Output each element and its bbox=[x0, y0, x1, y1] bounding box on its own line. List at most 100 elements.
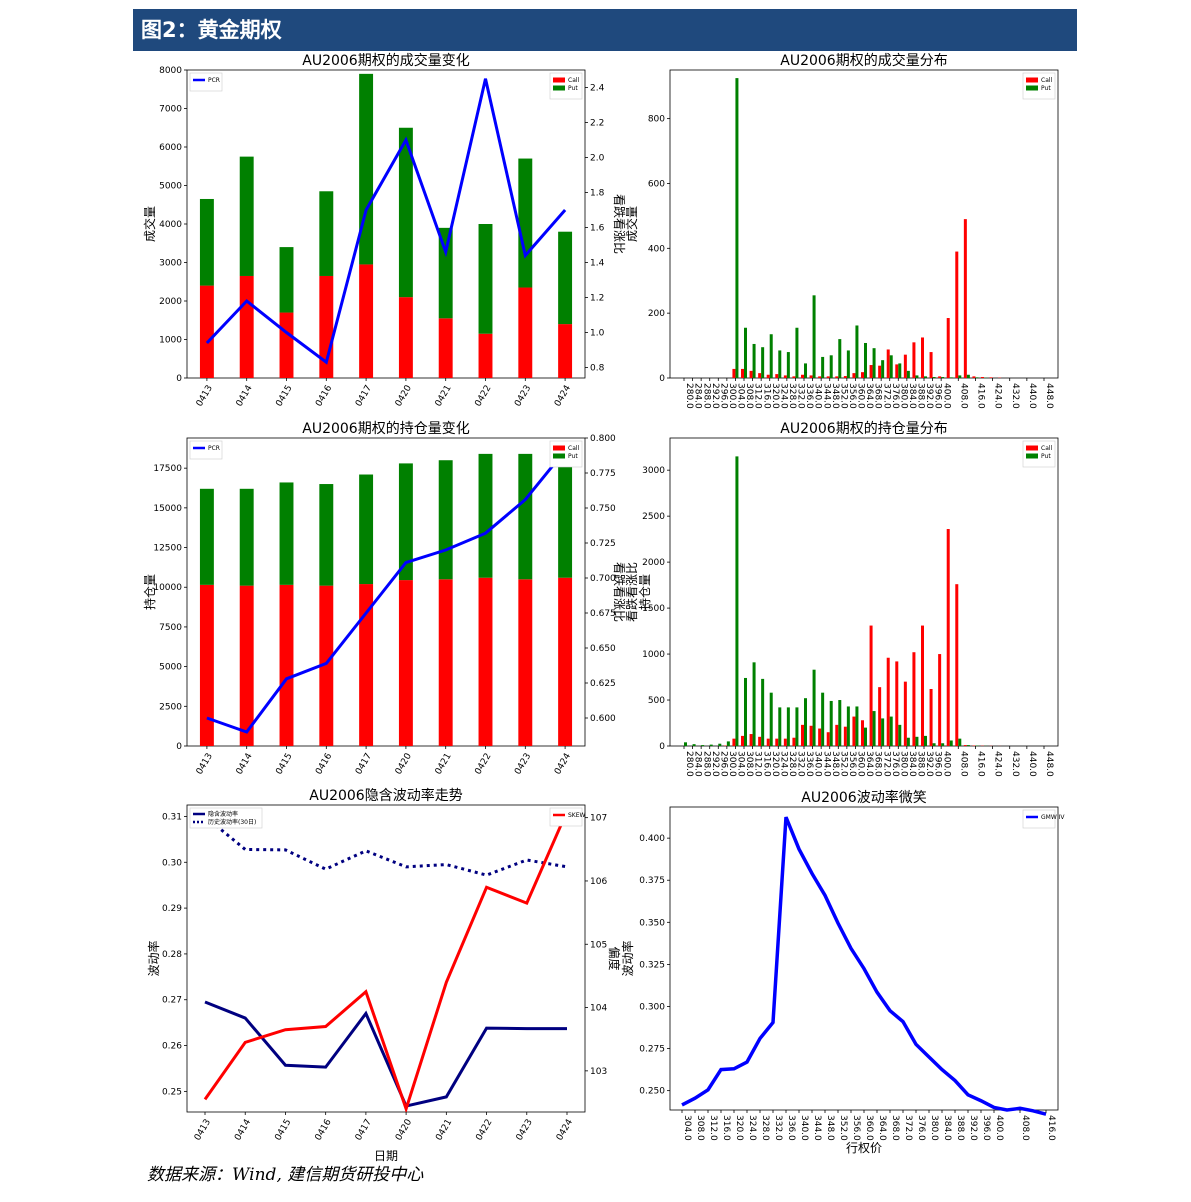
put-bar bbox=[701, 745, 705, 746]
y-tick-label: 4000 bbox=[159, 220, 182, 230]
x-tick-label: 0423 bbox=[513, 752, 533, 777]
chart-title: AU2006波动率微笑 bbox=[801, 789, 926, 806]
x-tick-label: 384.0 bbox=[907, 383, 917, 409]
call-bar bbox=[199, 584, 214, 746]
x-tick-label: 312.0 bbox=[753, 751, 763, 777]
x-tick-label: 0424 bbox=[555, 1117, 575, 1142]
y-tick-label: 200 bbox=[648, 309, 665, 319]
x-tick-label: 372.0 bbox=[881, 751, 891, 777]
call-bar bbox=[903, 354, 907, 378]
x-tick-label: 296.0 bbox=[718, 383, 728, 409]
y2-tick-label: 0.725 bbox=[590, 539, 616, 549]
y2-tick-label: 0.800 bbox=[590, 434, 616, 444]
legend-swatch bbox=[1026, 85, 1038, 91]
put-bar bbox=[735, 78, 739, 379]
y2-tick-label: 2.0 bbox=[590, 154, 605, 164]
put-bar bbox=[924, 735, 927, 746]
call-bar bbox=[929, 688, 933, 746]
x-tick-label: 432.0 bbox=[1010, 383, 1020, 409]
put-bar bbox=[966, 374, 970, 378]
x-tick-label: 400.0 bbox=[941, 383, 951, 409]
y-tick-label: 2000 bbox=[642, 558, 665, 568]
legend-label: Call bbox=[1041, 445, 1053, 452]
y-tick-label: 6000 bbox=[159, 143, 182, 153]
call-bar bbox=[749, 370, 753, 378]
call-bar bbox=[741, 735, 744, 746]
call-bar bbox=[989, 377, 993, 378]
x-tick-label: 368.0 bbox=[873, 383, 883, 409]
x-tick-label: 340.0 bbox=[813, 383, 823, 409]
x-tick-label: 364.0 bbox=[877, 1115, 887, 1141]
call-bar bbox=[792, 376, 796, 378]
put-bar bbox=[829, 355, 833, 378]
call-bar bbox=[239, 275, 254, 378]
call-bar bbox=[801, 724, 804, 746]
x-tick-label: 320.0 bbox=[734, 1115, 744, 1141]
call-bar bbox=[749, 734, 753, 746]
put-bar bbox=[769, 692, 773, 746]
legend-label: Call bbox=[568, 77, 580, 84]
call-bar bbox=[783, 738, 787, 746]
put-bar bbox=[821, 356, 825, 378]
call-bar bbox=[835, 376, 839, 378]
put-bar bbox=[838, 700, 842, 746]
y-tick-label: 0.25 bbox=[162, 1087, 182, 1097]
y2-tick-label: 1.2 bbox=[590, 294, 604, 304]
put-bar bbox=[872, 711, 876, 746]
put-bar bbox=[872, 348, 876, 378]
y2-axis-label: 看跌看涨比 bbox=[612, 562, 627, 622]
put-bar bbox=[838, 339, 842, 378]
y2-tick-label: 1.0 bbox=[590, 329, 605, 339]
x-tick-label: 396.0 bbox=[981, 1115, 991, 1141]
hv-line bbox=[204, 815, 568, 877]
x-tick-label: 292.0 bbox=[710, 383, 720, 409]
call-bar bbox=[732, 738, 736, 746]
y-axis-label: 持仓量 bbox=[637, 574, 652, 610]
source-note: 数据来源：Wind, 建信期货研投中心 bbox=[147, 1165, 424, 1185]
call-bar bbox=[981, 377, 984, 378]
call-bar bbox=[758, 373, 762, 378]
x-tick-label: 392.0 bbox=[924, 751, 934, 777]
call-bar bbox=[398, 580, 413, 746]
x-tick-label: 416.0 bbox=[976, 751, 986, 777]
x-tick-label: 0413 bbox=[195, 384, 215, 409]
y-tick-label: 5000 bbox=[159, 182, 182, 192]
y-tick-label: 0.29 bbox=[162, 904, 182, 914]
put-bar bbox=[778, 350, 782, 378]
x-tick-label: 324.0 bbox=[778, 383, 788, 409]
legend-swatch bbox=[553, 445, 565, 451]
y2-tick-label: 0.650 bbox=[590, 644, 616, 654]
x-tick-label: 360.0 bbox=[856, 751, 866, 777]
legend-box bbox=[189, 440, 223, 460]
x-tick-label: 320.0 bbox=[770, 383, 780, 409]
x-tick-label: 0413 bbox=[193, 1118, 213, 1143]
put-bar bbox=[932, 377, 936, 378]
x-tick-label: 440.0 bbox=[1027, 751, 1037, 777]
legend-label: 历史波动率(30日) bbox=[208, 818, 256, 826]
call-bar bbox=[199, 285, 214, 378]
x-tick-label: 0416 bbox=[314, 751, 334, 776]
call-bar bbox=[963, 219, 967, 378]
call-bar bbox=[843, 376, 847, 378]
y-tick-label: 10000 bbox=[153, 583, 182, 593]
y-tick-label: 12500 bbox=[153, 544, 182, 554]
x-tick-label: 356.0 bbox=[847, 751, 857, 777]
x-tick-label: 0415 bbox=[273, 1118, 293, 1143]
y-tick-label: 0.27 bbox=[162, 996, 182, 1006]
put-bar bbox=[864, 342, 867, 378]
legend-label: SKEW bbox=[568, 812, 586, 819]
legend-label: PCR bbox=[208, 445, 220, 452]
x-tick-label: 344.0 bbox=[821, 751, 831, 777]
put-bar bbox=[881, 718, 885, 746]
call-bar bbox=[861, 372, 864, 378]
put-bar bbox=[199, 488, 214, 585]
x-tick-label: 416.0 bbox=[976, 383, 986, 409]
call-bar bbox=[886, 657, 890, 746]
put-bar bbox=[855, 325, 859, 378]
call-bar bbox=[895, 661, 899, 746]
call-bar bbox=[818, 376, 822, 378]
call-bar bbox=[438, 579, 453, 746]
call-bar bbox=[518, 287, 533, 378]
x-tick-label: 348.0 bbox=[825, 1115, 835, 1141]
x-tick-label: 332.0 bbox=[773, 1115, 783, 1141]
